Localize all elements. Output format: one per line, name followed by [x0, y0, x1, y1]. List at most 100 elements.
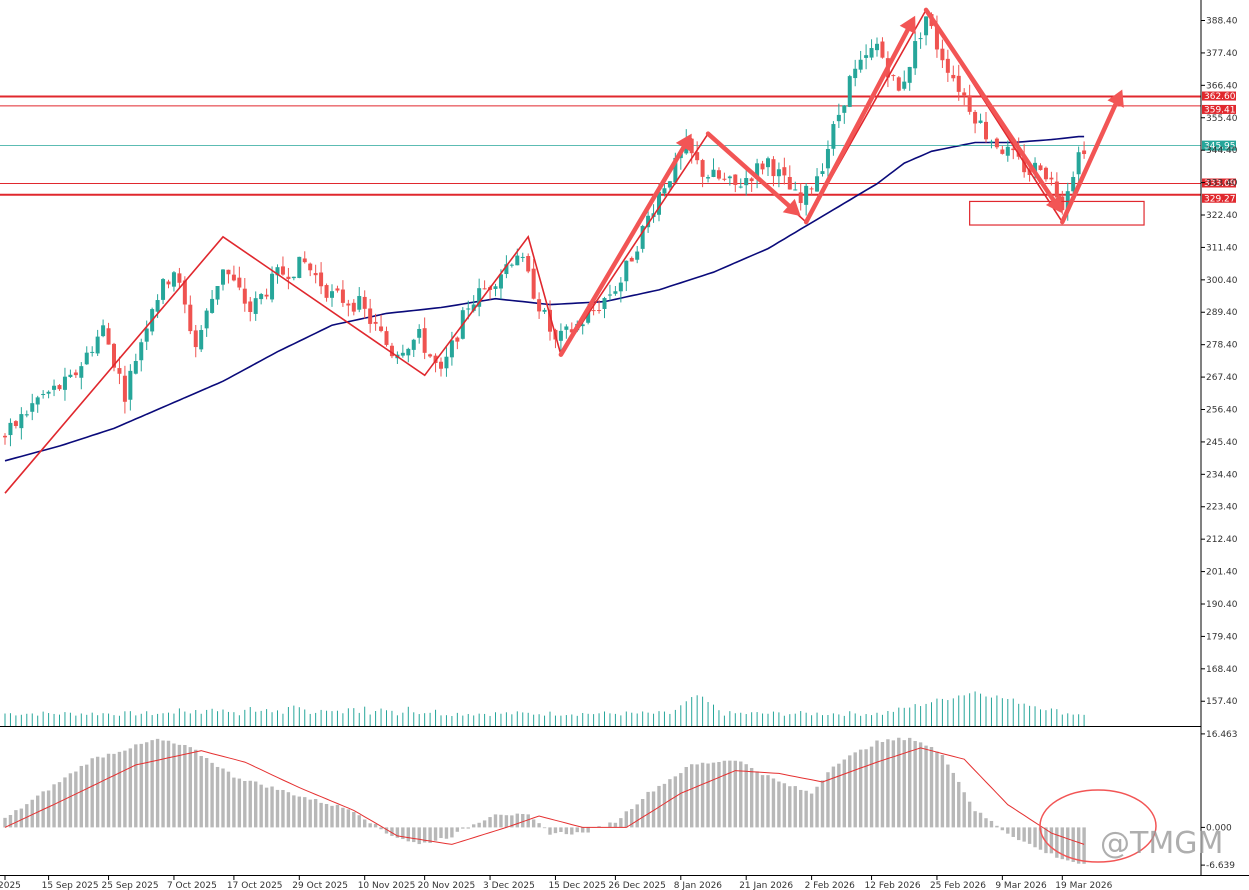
candle-body [362, 296, 367, 309]
candle-body [466, 308, 471, 310]
candle-body [864, 55, 869, 58]
candle-body [253, 298, 258, 314]
candle-body [439, 361, 443, 369]
x-tick-label: 20 Nov 2025 [418, 881, 476, 890]
candle-body [548, 309, 552, 332]
candle-body [182, 280, 187, 305]
candle-body [330, 291, 334, 298]
y-tick-label: 234.40 [1206, 470, 1238, 480]
candle-body [324, 285, 329, 298]
candle-body [275, 267, 280, 276]
x-tick-label: 17 Oct 2025 [227, 881, 283, 890]
current-price-tag [1202, 140, 1236, 151]
candle-body [308, 263, 313, 271]
candle-body [711, 169, 716, 178]
candle-body [934, 25, 939, 50]
candle-body [640, 225, 645, 249]
level-price-tag [1202, 91, 1236, 101]
candle-body [313, 273, 318, 276]
y-tick-label: 256.40 [1206, 405, 1238, 415]
candle-body [237, 277, 242, 288]
candle-body [90, 351, 95, 353]
candle-body [771, 159, 776, 177]
x-tick-label: 26 Dec 2025 [608, 881, 666, 890]
candle-body [444, 356, 449, 369]
candle-body [1049, 177, 1054, 180]
candle-body [738, 186, 743, 188]
candle-body [411, 339, 416, 350]
candle-body [722, 178, 727, 180]
candle-body [30, 403, 35, 412]
candle-body [106, 328, 111, 345]
highlight-oval [1039, 789, 1157, 863]
candle-body [35, 397, 40, 405]
x-tick-label: 2 Feb 2026 [805, 881, 856, 890]
y-tick-label: 289.40 [1206, 308, 1238, 318]
candle-body [368, 308, 373, 324]
candle-body [373, 321, 378, 324]
candle-body [624, 260, 629, 282]
y-tick-label: 267.40 [1206, 373, 1238, 383]
candle-body [177, 273, 182, 283]
candle-body [433, 355, 438, 363]
candle-body [400, 352, 405, 356]
candle-body [297, 256, 302, 278]
candle-body [700, 160, 705, 177]
y-tick-label: 344.40 [1206, 146, 1238, 156]
level-price-label: 362.60 [1204, 92, 1236, 102]
candle-body [629, 257, 634, 262]
candle-body [231, 274, 236, 281]
candle-body [455, 337, 460, 342]
y-tick-label: 300.40 [1206, 276, 1238, 286]
y-tick-label: 245.40 [1206, 438, 1238, 448]
osc-y-tick-label: 16.463 [1206, 730, 1238, 740]
candle-body [346, 303, 351, 306]
candle-body [706, 177, 711, 179]
candle-body [1005, 146, 1010, 156]
level-price-tag [1202, 178, 1236, 188]
candle-body [809, 188, 814, 190]
candle-body [199, 329, 204, 350]
candle-body [161, 279, 166, 300]
candle-body [526, 256, 531, 272]
candle-body [945, 58, 950, 73]
candle-body [733, 174, 738, 185]
trend-arrow-shaft [923, 7, 1056, 203]
main-panel: 362.60 359.41 333.09 329.27 345.95 [0, 7, 1236, 726]
candle-body [635, 251, 640, 260]
candle-body [13, 421, 18, 426]
candle-body [171, 272, 176, 287]
candle-body [286, 276, 291, 280]
candle-body [564, 326, 569, 330]
osc-y-tick-label: -6.639 [1206, 861, 1235, 871]
candle-body [384, 331, 389, 345]
y-tick-label: 179.40 [1206, 632, 1238, 642]
candle-body [967, 95, 972, 112]
candle-body [613, 291, 618, 294]
candle-body [913, 41, 918, 69]
y-tick-label: 355.40 [1206, 114, 1238, 124]
candle-body [853, 68, 858, 79]
y-tick-label: 366.40 [1206, 81, 1238, 91]
candle-body [166, 281, 171, 285]
candle-body [95, 336, 100, 354]
trend-arrow-head [782, 198, 801, 217]
candle-body [188, 304, 193, 332]
candle-body [924, 16, 929, 36]
candle-body [984, 121, 988, 140]
candle-body [1033, 162, 1038, 174]
candle-body [449, 340, 454, 358]
candle-body [782, 167, 787, 176]
x-tick-label: 19 Mar 2026 [1055, 881, 1112, 890]
candle-body [210, 298, 215, 313]
candle-body [133, 360, 138, 374]
candle-body [351, 302, 356, 312]
candle-body [973, 111, 978, 124]
candle-body [869, 48, 874, 58]
candle-body [8, 422, 13, 436]
y-tick-label: 212.40 [1206, 535, 1238, 545]
trend-arrow-shaft [558, 145, 686, 357]
candle-body [477, 288, 482, 307]
candle-body [880, 41, 885, 58]
x-tick-label: 15 Sep 2025 [42, 881, 99, 890]
